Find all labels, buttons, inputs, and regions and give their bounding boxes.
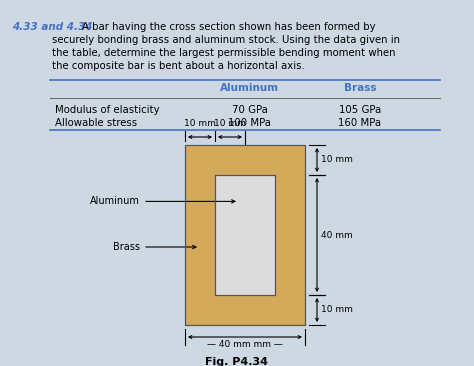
Text: A bar having the cross section shown has been formed by: A bar having the cross section shown has… [82,22,375,32]
Text: 10 mm: 10 mm [184,119,216,128]
Text: the composite bar is bent about a horizontal axis.: the composite bar is bent about a horizo… [52,61,305,71]
Bar [215,175,275,295]
Text: 10 mm: 10 mm [214,119,246,128]
Text: 40 mm: 40 mm [321,231,353,239]
Text: Fig. P4.34: Fig. P4.34 [205,357,268,366]
Text: the table, determine the largest permissible bending moment when: the table, determine the largest permiss… [52,48,395,58]
Text: Modulus of elasticity: Modulus of elasticity [55,105,160,115]
Text: securely bonding brass and aluminum stock. Using the data given in: securely bonding brass and aluminum stoc… [52,35,400,45]
Bar [185,145,305,325]
Text: Aluminum: Aluminum [90,197,140,206]
Text: 10 mm: 10 mm [321,306,353,314]
Text: 10 mm: 10 mm [321,156,353,164]
Text: 105 GPa: 105 GPa [339,105,381,115]
Text: Brass: Brass [113,242,140,252]
Text: 4.33 and 4.34: 4.33 and 4.34 [12,22,92,32]
Text: 70 GPa: 70 GPa [232,105,268,115]
Text: Aluminum: Aluminum [220,83,280,93]
Text: — 40 mm mm —: — 40 mm mm — [207,340,283,349]
Text: 100 MPa: 100 MPa [228,118,272,128]
Bar [185,145,305,325]
Text: 160 MPa: 160 MPa [338,118,382,128]
Text: Allowable stress: Allowable stress [55,118,137,128]
Text: Brass: Brass [344,83,376,93]
